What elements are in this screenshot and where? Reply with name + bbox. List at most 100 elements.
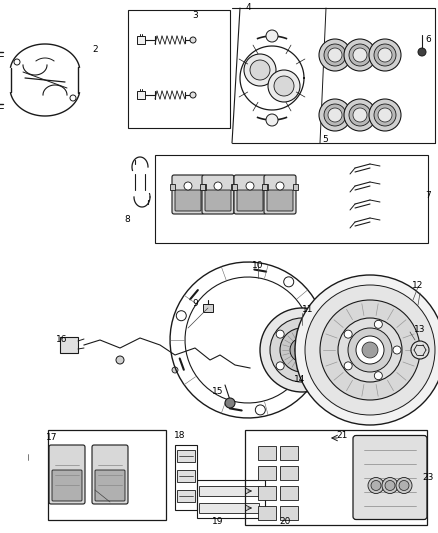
Bar	[170, 184, 175, 190]
Text: 23: 23	[422, 473, 434, 482]
Bar	[199, 503, 259, 513]
Circle shape	[250, 60, 270, 80]
Text: 2: 2	[92, 45, 98, 54]
Bar	[258, 486, 276, 500]
Circle shape	[268, 70, 300, 102]
Circle shape	[320, 300, 420, 400]
Text: 3: 3	[192, 11, 198, 20]
Bar	[199, 486, 259, 496]
Circle shape	[374, 372, 382, 379]
Bar	[232, 184, 237, 190]
FancyBboxPatch shape	[95, 470, 125, 501]
Circle shape	[328, 48, 342, 62]
Circle shape	[344, 39, 376, 71]
Bar	[48, 430, 166, 520]
Circle shape	[368, 478, 384, 494]
Circle shape	[369, 39, 401, 71]
Circle shape	[70, 95, 76, 101]
Circle shape	[374, 320, 382, 328]
FancyBboxPatch shape	[49, 445, 85, 504]
Circle shape	[353, 48, 367, 62]
Circle shape	[190, 92, 196, 98]
Text: 10: 10	[252, 261, 264, 270]
Circle shape	[396, 478, 412, 494]
Circle shape	[295, 343, 309, 357]
Bar	[197, 480, 265, 518]
FancyBboxPatch shape	[264, 175, 296, 214]
Circle shape	[290, 338, 314, 362]
Circle shape	[306, 372, 314, 379]
Text: 8: 8	[124, 215, 130, 224]
Text: 7: 7	[425, 190, 431, 199]
Circle shape	[385, 481, 395, 490]
FancyBboxPatch shape	[353, 435, 427, 520]
Bar	[137, 91, 145, 99]
Circle shape	[378, 108, 392, 122]
Circle shape	[190, 37, 196, 43]
FancyBboxPatch shape	[172, 175, 204, 214]
Circle shape	[14, 59, 20, 65]
Bar	[177, 450, 195, 462]
Circle shape	[353, 108, 367, 122]
Bar	[155, 155, 428, 243]
Text: 19: 19	[212, 518, 224, 527]
Circle shape	[349, 104, 371, 126]
Circle shape	[328, 108, 342, 122]
Bar	[175, 445, 197, 510]
Circle shape	[184, 182, 192, 190]
Text: 12: 12	[412, 280, 424, 289]
Circle shape	[371, 481, 381, 490]
Bar	[280, 446, 298, 460]
Circle shape	[324, 44, 346, 66]
Text: 4: 4	[245, 4, 251, 12]
FancyBboxPatch shape	[267, 190, 293, 211]
Bar	[262, 184, 267, 190]
Bar	[201, 184, 206, 190]
Text: 11: 11	[302, 305, 314, 314]
Circle shape	[276, 182, 284, 190]
Circle shape	[382, 478, 398, 494]
FancyBboxPatch shape	[202, 175, 234, 214]
Circle shape	[266, 30, 278, 42]
Bar	[177, 490, 195, 502]
Circle shape	[172, 367, 178, 373]
Circle shape	[349, 44, 371, 66]
Circle shape	[284, 277, 294, 287]
Text: 15: 15	[212, 387, 224, 397]
Circle shape	[348, 328, 392, 372]
Circle shape	[280, 328, 324, 372]
Circle shape	[270, 318, 334, 382]
Bar	[128, 10, 230, 128]
Text: 5: 5	[322, 135, 328, 144]
Circle shape	[319, 39, 351, 71]
Bar	[177, 470, 195, 482]
Bar	[231, 184, 236, 190]
Bar	[280, 506, 298, 520]
FancyBboxPatch shape	[237, 190, 263, 211]
Circle shape	[369, 99, 401, 131]
Text: 6: 6	[425, 36, 431, 44]
Bar	[258, 466, 276, 480]
Text: 14: 14	[294, 376, 306, 384]
Circle shape	[274, 76, 294, 96]
Bar	[200, 184, 205, 190]
Circle shape	[176, 311, 186, 321]
Circle shape	[276, 362, 284, 370]
Circle shape	[319, 99, 351, 131]
Bar	[280, 466, 298, 480]
FancyBboxPatch shape	[234, 175, 266, 214]
Circle shape	[411, 341, 429, 359]
Circle shape	[276, 330, 284, 338]
Circle shape	[393, 346, 401, 354]
Bar	[137, 36, 145, 44]
FancyBboxPatch shape	[52, 470, 82, 501]
Circle shape	[305, 285, 435, 415]
Text: 16: 16	[56, 335, 68, 344]
Circle shape	[225, 398, 235, 408]
Circle shape	[255, 405, 265, 415]
Circle shape	[344, 99, 376, 131]
Text: 20: 20	[279, 518, 291, 527]
Circle shape	[116, 356, 124, 364]
FancyBboxPatch shape	[92, 445, 128, 504]
Text: 18: 18	[174, 431, 186, 440]
